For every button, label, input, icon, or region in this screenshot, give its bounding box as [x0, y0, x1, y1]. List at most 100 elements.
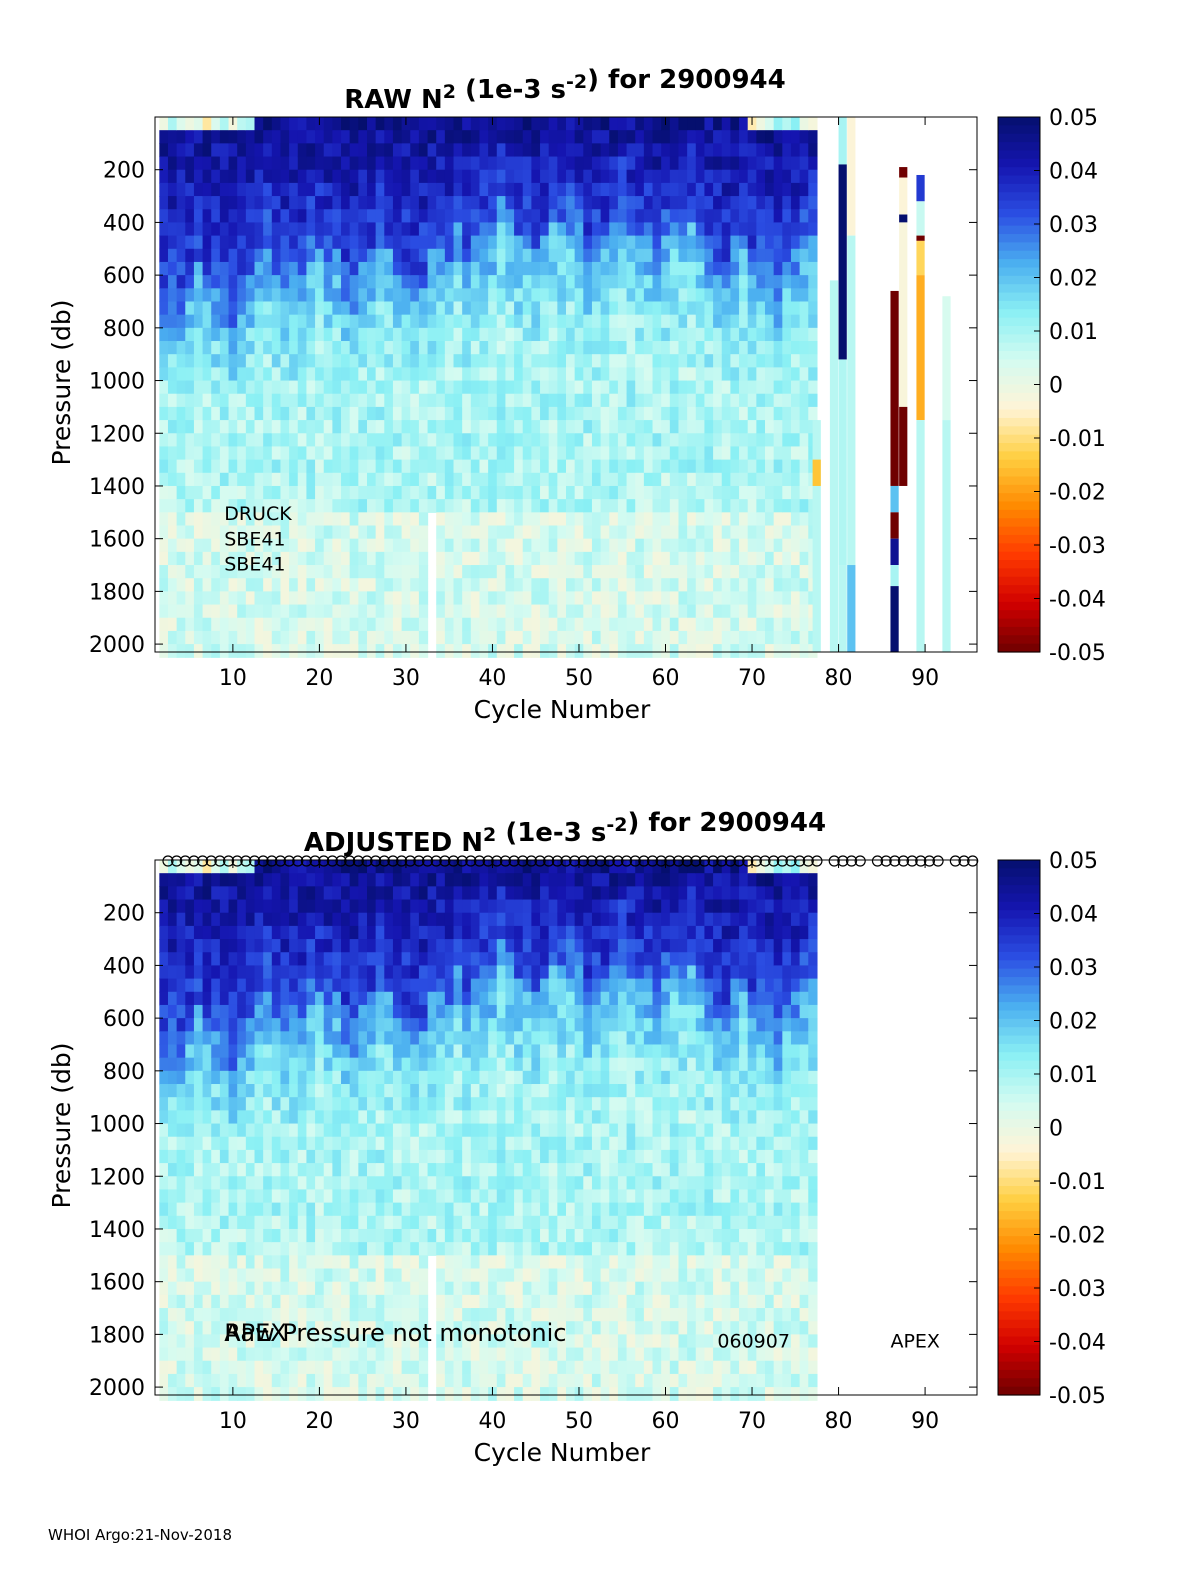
- heatmap-cell: [323, 367, 333, 382]
- heatmap-cell: [765, 143, 775, 158]
- heatmap-cell: [185, 899, 195, 914]
- heatmap-cell: [713, 182, 723, 197]
- heatmap-cell: [496, 406, 507, 421]
- heatmap-cell: [652, 472, 662, 487]
- heatmap-cell: [384, 1070, 394, 1085]
- heatmap-cell: [332, 1110, 342, 1125]
- colorbar-swatch: [998, 443, 1040, 452]
- annotation-text: DRUCK: [224, 503, 292, 525]
- heatmap-cell: [643, 512, 654, 527]
- heatmap-cell: [782, 235, 792, 250]
- heatmap-cell: [444, 143, 455, 158]
- heatmap-cell: [271, 1189, 282, 1204]
- heatmap-cell: [617, 196, 628, 210]
- heatmap-cell: [176, 1308, 186, 1322]
- heatmap-cell: [557, 538, 567, 553]
- heatmap-cell: [219, 393, 230, 408]
- heatmap-cell: [514, 565, 524, 579]
- heatmap-cell: [609, 630, 619, 645]
- heatmap-cell: [219, 1031, 230, 1046]
- heatmap-cell: [669, 354, 680, 368]
- colorbar-swatch: [998, 501, 1040, 511]
- heatmap-cell: [159, 1308, 169, 1322]
- heatmap-cell: [211, 367, 221, 382]
- heatmap-cell: [219, 1149, 230, 1164]
- heatmap-cell: [566, 301, 576, 316]
- heatmap-cell: [289, 380, 299, 395]
- heatmap-cell: [358, 354, 368, 368]
- heatmap-cell: [358, 446, 368, 461]
- heatmap-cell: [306, 196, 316, 210]
- heatmap-cell: [462, 1347, 472, 1362]
- heatmap-cell: [384, 1004, 394, 1019]
- heatmap-cell: [341, 1044, 351, 1059]
- heatmap-cell: [557, 512, 567, 527]
- heatmap-cell: [496, 630, 507, 645]
- heatmap-cell: [159, 1031, 169, 1046]
- heatmap-cell: [799, 130, 809, 144]
- heatmap-cell: [410, 617, 420, 632]
- heatmap-cell: [418, 886, 429, 901]
- heatmap-cell: [799, 117, 809, 131]
- heatmap-cell: [237, 912, 247, 927]
- heatmap-cell: [739, 538, 749, 553]
- heatmap-cell: [462, 1308, 472, 1322]
- heatmap-cell: [591, 499, 602, 513]
- heatmap-cell: [176, 965, 186, 980]
- heatmap-cell: [453, 169, 463, 184]
- y-tick-label: 2000: [89, 633, 145, 658]
- heatmap-cell: [436, 1321, 446, 1335]
- heatmap-cell: [263, 1242, 273, 1256]
- heatmap-cell: [306, 1321, 316, 1335]
- heatmap-cell: [635, 314, 645, 329]
- heatmap-cell: [366, 485, 377, 500]
- heatmap-cell: [375, 1347, 385, 1362]
- heatmap-cell: [167, 1294, 178, 1309]
- heatmap-cell: [219, 499, 230, 513]
- heatmap-cell: [297, 301, 308, 316]
- heatmap-cell: [418, 873, 429, 887]
- heatmap-cell: [410, 261, 420, 276]
- heatmap-cell: [332, 433, 342, 448]
- heatmap-cell: [280, 182, 290, 197]
- colorbar-tick-label: -0.01: [1049, 427, 1106, 452]
- heatmap-cell: [176, 1031, 186, 1046]
- heatmap-cell: [678, 248, 688, 263]
- heatmap-cell: [505, 1228, 515, 1243]
- heatmap-cell: [332, 1189, 342, 1204]
- heatmap-cell: [306, 380, 316, 395]
- heatmap-cell: [496, 886, 507, 901]
- heatmap-cell: [410, 1321, 420, 1335]
- heatmap-cell: [349, 1018, 359, 1032]
- heatmap-cell: [159, 367, 169, 382]
- heatmap-cell: [453, 248, 463, 263]
- heatmap-cell: [418, 499, 429, 513]
- heatmap-cell: [410, 1176, 420, 1191]
- heatmap-cell: [375, 1057, 385, 1072]
- heatmap-cell: [349, 275, 359, 289]
- heatmap-cell: [245, 472, 256, 487]
- heatmap-cell: [444, 1189, 455, 1204]
- heatmap-cell: [297, 1149, 308, 1164]
- heatmap-cell: [358, 886, 368, 901]
- heatmap-cell: [167, 130, 178, 144]
- heatmap-cell: [444, 1387, 455, 1401]
- heatmap-cell: [401, 209, 411, 224]
- heatmap-cell: [263, 1149, 273, 1164]
- heatmap-cell: [470, 182, 481, 197]
- heatmap-cell: [366, 248, 377, 263]
- heatmap-cell: [540, 393, 550, 408]
- heatmap-cell: [306, 1242, 316, 1256]
- heatmap-cell: [315, 512, 325, 527]
- heatmap-cell: [392, 354, 403, 368]
- heatmap-cell: [756, 485, 766, 500]
- heatmap-cell: [635, 591, 645, 606]
- heatmap-cell: [462, 261, 472, 276]
- title-superscript: 2: [443, 81, 456, 103]
- heatmap-cell: [228, 143, 238, 158]
- heatmap-cell: [410, 209, 420, 224]
- heatmap-cell: [583, 617, 593, 632]
- heatmap-cell: [297, 1215, 308, 1230]
- heatmap-cell: [765, 222, 775, 237]
- heatmap-cell: [444, 472, 455, 487]
